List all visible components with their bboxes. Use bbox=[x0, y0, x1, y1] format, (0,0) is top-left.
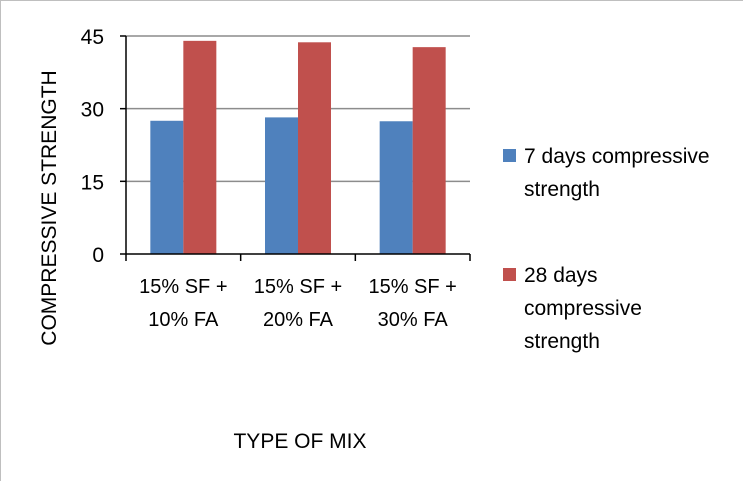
legend-label: compressive bbox=[524, 297, 642, 320]
x-category-label: 15% SF + bbox=[254, 276, 342, 298]
bar-7-days bbox=[379, 121, 413, 254]
legend-label: 28 days bbox=[524, 264, 598, 287]
legend: 7 days compressive strength 28 days compres… bbox=[503, 145, 710, 353]
y-tick-label: 0 bbox=[92, 244, 104, 267]
y-tick-label: 45 bbox=[81, 26, 104, 49]
x-category-labels: 15% SF + 10% FA 15% SF + 20% FA 15% SF + 30% … bbox=[139, 276, 457, 331]
legend-swatch bbox=[503, 149, 516, 162]
x-axis-title: TYPE OF MIX bbox=[233, 430, 366, 453]
legend-label: strength bbox=[524, 178, 600, 201]
legend-swatch bbox=[503, 268, 516, 281]
x-category-label: 20% FA bbox=[263, 309, 334, 331]
y-tick-label: 15 bbox=[81, 171, 104, 194]
y-tick-labels: 0 15 30 45 bbox=[81, 26, 104, 267]
legend-label: strength bbox=[524, 330, 600, 353]
bar-7-days bbox=[150, 120, 184, 255]
x-category-label: 30% FA bbox=[378, 309, 449, 331]
x-category-label: 15% SF + bbox=[139, 276, 227, 298]
y-tick-label: 30 bbox=[81, 99, 104, 122]
legend-label: 7 days compressive bbox=[524, 145, 710, 168]
bar-28-days bbox=[183, 40, 217, 254]
bars bbox=[150, 40, 446, 255]
axes bbox=[120, 35, 471, 261]
bar-28-days bbox=[298, 42, 331, 255]
y-axis-title: COMPRESSIVE STRENGTH bbox=[38, 70, 61, 345]
x-category-label: 10% FA bbox=[148, 309, 219, 331]
bar-7-days bbox=[265, 117, 298, 255]
bar-28-days bbox=[412, 47, 446, 254]
x-category-label: 15% SF + bbox=[368, 276, 456, 298]
